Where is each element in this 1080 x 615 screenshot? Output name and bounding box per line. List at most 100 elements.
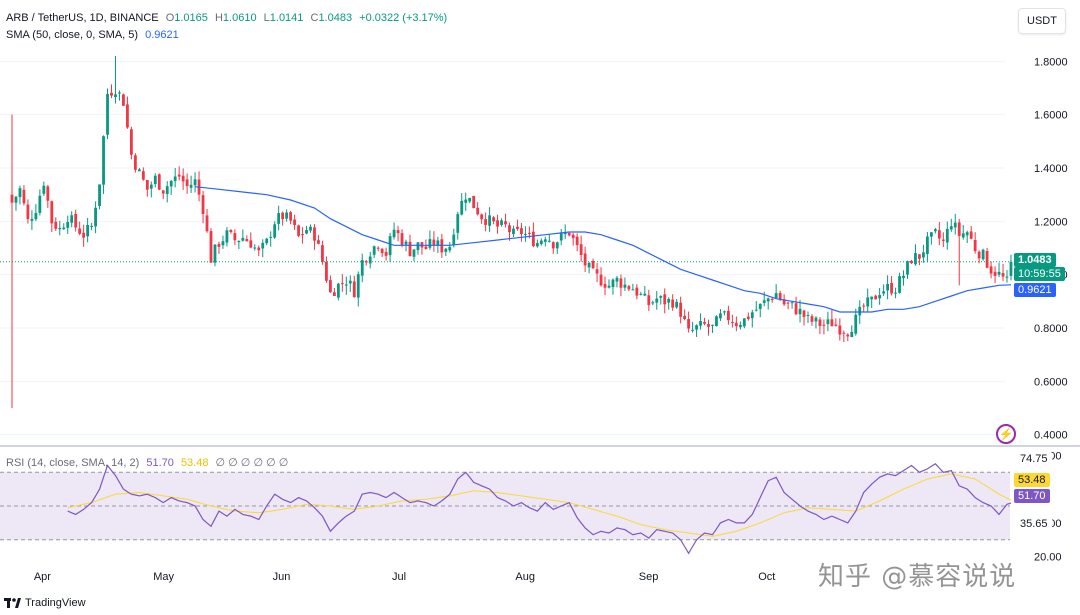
candle-body [671,299,675,308]
tradingview-logo-icon [4,598,21,608]
candle-body [50,201,54,224]
time-tick-label: May [153,571,174,583]
candle-body [126,104,129,128]
low-label: L [263,12,270,24]
candle-body [424,246,428,249]
candle-body [480,214,484,220]
candle-body [611,279,615,288]
candle-body [571,234,575,239]
candle-body [261,242,265,249]
rsi-legend[interactable]: RSI (14, close, SMA, 14, 2) 51.70 53.48 … [6,456,292,469]
candle-body [416,242,420,251]
brand-label[interactable]: TradingView [25,597,86,609]
candle-body [54,221,58,229]
candle-body [273,224,277,238]
candle-body [464,199,468,203]
candle-body [18,188,22,198]
candle-body [110,92,113,96]
candle-body [679,302,683,317]
candle-body [504,221,507,225]
candle-body [742,318,746,327]
candle-body [1005,276,1009,278]
candle-body [953,222,957,228]
candle-body [985,250,989,268]
candle-body [754,309,758,311]
candle-body [838,325,842,335]
candle-body [989,266,993,274]
candle-body [78,228,82,234]
candle-body [102,136,105,185]
candle-body [719,313,722,319]
candle-body [774,293,778,299]
sma-label: SMA (50, close, 0, SMA, 5) [6,29,139,41]
candle-body [914,253,917,265]
candle-body [297,225,300,236]
change-value: +0.0322 (+3.17%) [359,12,448,24]
candle-body [512,228,515,235]
symbol-label[interactable]: ARB / TetherUS, 1D, BINANCE [6,12,159,24]
sma-legend[interactable]: SMA (50, close, 0, SMA, 5) 0.9621 [6,29,183,41]
candle-body [448,246,452,251]
time-axis[interactable]: Apr May Jun Jul Aug Sep Oct [34,571,775,583]
candle-body [173,176,177,181]
candle-body [929,232,933,237]
price-tick-label: 1.2000 [1034,216,1068,228]
currency-button[interactable]: USDT [1018,8,1066,34]
candle-body [647,295,651,306]
candle-body [86,224,90,237]
candle-body [531,231,535,247]
price-axis[interactable]: 1.80001.60001.40001.20001.00000.80000.60… [1034,56,1068,441]
candle-body [862,305,866,307]
candle-body [329,280,332,293]
candle-body [114,94,117,98]
sma-price-tag: 0.9621 [1014,283,1056,297]
candle-body [687,319,690,329]
candle-body [352,281,356,298]
candle-body [691,329,694,331]
candle-body [961,233,965,238]
candle-body [822,324,826,326]
price-tick-label: 1.4000 [1034,163,1068,175]
candle-body [906,261,909,275]
candle-body [436,240,440,246]
candle-body [181,175,185,182]
candle-body [10,194,14,203]
candle-body [348,280,352,284]
time-tick-label: Aug [515,571,535,583]
low-value: 1.0141 [269,12,304,24]
lightning-icon[interactable]: ⚡ [996,424,1016,444]
candle-body [603,283,607,288]
candle-body [269,236,273,238]
candle-body [894,292,897,294]
candle-body [46,186,50,201]
candle-body [428,239,432,248]
footer: TradingView [4,597,86,609]
candle-body [794,303,798,315]
candle-body [707,324,710,327]
candle-body [977,251,981,259]
candle-body [472,195,476,209]
candle-body [567,232,571,236]
countdown-tag: 10:59:55 [1014,267,1065,281]
rsi-tick-label: 20.00 [1034,552,1062,564]
candle-body [325,261,328,281]
candle-body [356,274,360,298]
time-tick-label: Jul [392,571,406,583]
sma-line [195,186,1012,313]
candle-body [332,292,336,296]
candle-body [595,269,599,274]
rsi-lower-tag: 35.65 [1016,517,1052,531]
candle-body [830,319,834,327]
candle-body [392,229,396,238]
candle-body [635,287,639,296]
candle-body [404,241,408,245]
candle-body [798,308,802,315]
candle-body [122,94,125,106]
candle-body [221,241,225,246]
candle-body [488,215,491,226]
candle-body [396,230,400,234]
candle-body [770,298,774,300]
candle-body [870,296,874,300]
